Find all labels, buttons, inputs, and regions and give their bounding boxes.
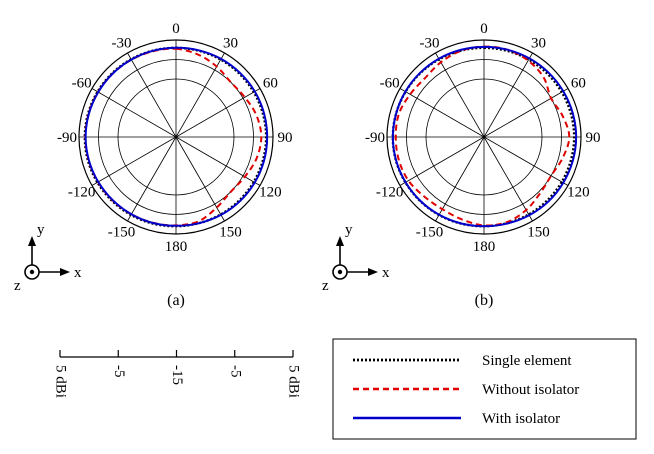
angle-tick-label: 90	[278, 130, 293, 146]
grid-spoke	[399, 136, 485, 186]
angle-tick-label: 90	[586, 130, 601, 146]
y-arrowhead	[336, 236, 344, 246]
angle-tick-label: -150	[416, 224, 444, 240]
scale-tick-label: -5	[227, 365, 243, 378]
angle-tick-label: 30	[531, 36, 546, 52]
angle-tick-label: -60	[72, 76, 92, 92]
angle-tick-label: -90	[57, 130, 77, 146]
angle-tick-label: 120	[567, 185, 590, 201]
angle-tick-label: -120	[68, 185, 96, 201]
grid-spoke	[91, 88, 177, 138]
panel-label: (b)	[475, 292, 494, 309]
grid-spoke	[435, 52, 485, 138]
grid-spoke	[483, 136, 569, 186]
scale-tick-label: 5 dBi	[286, 365, 302, 398]
grid-spoke	[483, 52, 533, 138]
grid-spoke	[175, 136, 261, 186]
angle-tick-label: -30	[420, 36, 440, 52]
angle-tick-label: 0	[172, 21, 180, 37]
y-arrowhead	[28, 236, 36, 246]
radial-scale-bar: 5 dBi -5 -15 -5 5 dBi	[53, 350, 302, 398]
angle-tick-label: -60	[380, 76, 400, 92]
grid-spoke	[175, 136, 225, 222]
grid-spoke	[483, 88, 569, 138]
angle-tick-label: 60	[571, 76, 586, 92]
angle-tick-label: 150	[219, 224, 242, 240]
x-arrowhead	[60, 268, 70, 276]
series-line-with-isolator	[391, 45, 578, 228]
polar-panel-a: 0 30 60 90 120 150 180 -150 -120 -90 -60 -30 (a) y x z	[14, 21, 293, 309]
series-line-without-isolator	[394, 45, 571, 227]
scale-tick-label: 5 dBi	[53, 365, 69, 398]
z-axis-dot	[29, 269, 35, 275]
z-axis-letter: z	[322, 278, 329, 294]
angle-tick-label: 180	[473, 239, 496, 255]
x-axis-letter: x	[74, 265, 82, 281]
angle-tick-label: -90	[365, 130, 385, 146]
grid-spoke	[399, 88, 485, 138]
grid-spoke	[175, 52, 225, 138]
legend-entry: Single element	[482, 353, 572, 369]
scale-tick-label: -15	[169, 365, 185, 385]
grid-spoke	[435, 136, 485, 222]
angle-tick-label: 180	[165, 239, 188, 255]
z-axis-dot	[337, 269, 343, 275]
angle-tick-label: -120	[376, 185, 404, 201]
legend: Single element Without isolator With isola…	[332, 338, 637, 440]
legend-entry: With isolator	[482, 411, 560, 427]
grid-spoke	[175, 88, 261, 138]
coordinate-axes: y x z	[322, 222, 390, 294]
x-arrowhead	[368, 268, 378, 276]
scale-tick-label: -5	[111, 365, 127, 378]
angle-tick-label: 30	[223, 36, 238, 52]
x-axis-letter: x	[382, 265, 390, 281]
angle-tick-label: 150	[527, 224, 550, 240]
grid-spoke	[127, 136, 177, 222]
y-axis-letter: y	[37, 222, 45, 238]
angle-tick-label: 120	[259, 185, 282, 201]
angle-tick-label: 60	[263, 76, 278, 92]
grid-spoke	[483, 136, 533, 222]
polar-panel-b: 0 30 60 90 120 150 180 -150 -120 -90 -60 -30 (b) y x z	[322, 21, 601, 309]
y-axis-letter: y	[345, 222, 353, 238]
angle-tick-label: -150	[108, 224, 136, 240]
legend-entry: Without isolator	[482, 382, 579, 398]
panel-label: (a)	[167, 292, 185, 309]
grid-spoke	[91, 136, 177, 186]
grid-spoke	[127, 52, 177, 138]
z-axis-letter: z	[14, 278, 21, 294]
angle-tick-label: -30	[112, 36, 132, 52]
series-line-with-isolator	[84, 46, 269, 227]
coordinate-axes: y x z	[14, 222, 82, 294]
angle-tick-label: 0	[480, 21, 488, 37]
